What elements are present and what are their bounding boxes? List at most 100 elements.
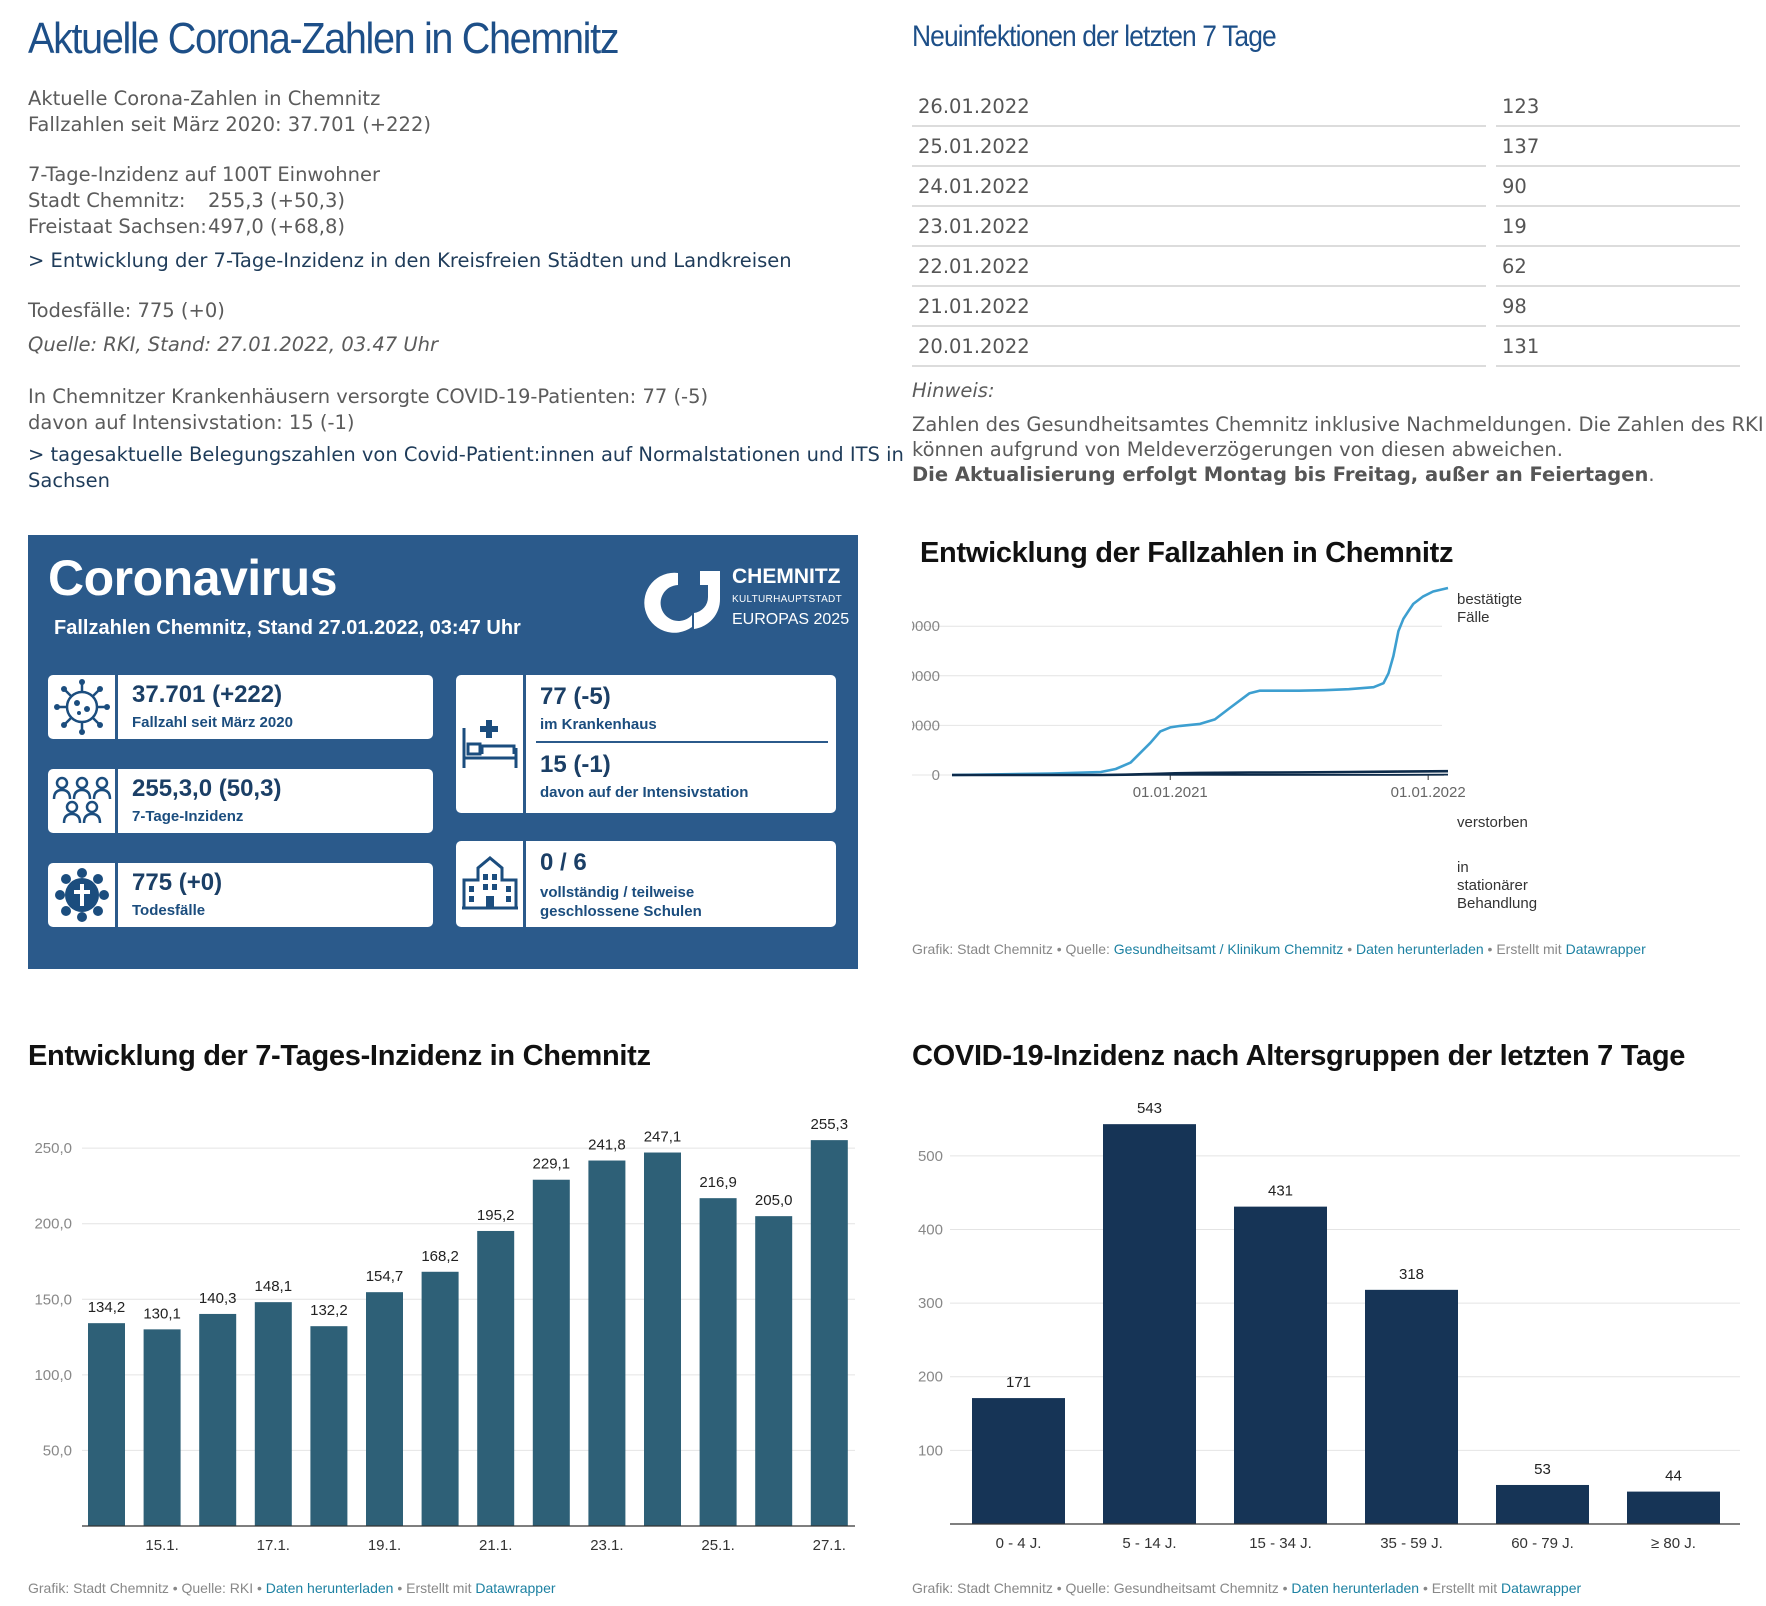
- table-row: 22.01.2022 62: [912, 247, 1740, 287]
- table-gap: [1486, 247, 1496, 287]
- footer-cases-datawrapper-link[interactable]: Datawrapper: [1565, 941, 1646, 957]
- table-cell-date: 22.01.2022: [912, 247, 1486, 287]
- chart-title-incidence: Entwicklung der 7-Tages-Inzidenz in Chem…: [28, 1040, 651, 1072]
- link-hospital-occupancy[interactable]: > tagesaktuelle Belegungszahlen von Covi…: [28, 443, 904, 466]
- logo-text-chemnitz: CHEMNITZ: [732, 565, 841, 588]
- chart-title-age: COVID-19-Inzidenz nach Altersgruppen der…: [912, 1040, 1686, 1072]
- bar: [1627, 1491, 1720, 1524]
- info-source: Quelle: RKI, Stand: 27.01.2022, 03.47 Uh…: [28, 333, 438, 356]
- deaths-value: 775 (+0): [132, 869, 223, 896]
- deaths-label: Todesfälle: [132, 902, 206, 919]
- x-tick-label: 01.01.2021: [1133, 784, 1208, 801]
- series-label: Fälle: [1457, 609, 1490, 626]
- table-gap: [1486, 87, 1496, 127]
- hospital-label: im Krankenhaus: [540, 716, 657, 733]
- schools-label-1: vollständig / teilweise: [540, 884, 695, 901]
- bar: [88, 1323, 125, 1526]
- schools-value: 0 / 6: [540, 849, 587, 876]
- x-tick-label: 60 - 79 J.: [1511, 1535, 1574, 1552]
- bar-value-label: 148,1: [255, 1278, 293, 1295]
- bar-value-label: 132,2: [310, 1302, 348, 1319]
- footer-cases-sep: •: [1343, 941, 1356, 957]
- incidence-value: 255,3,0 (50,3): [132, 775, 282, 802]
- footer-cases-text: Grafik: Stadt Chemnitz • Quelle:: [912, 941, 1114, 957]
- info-incidence-city: Stadt Chemnitz: 255,3 (+50,3): [28, 188, 345, 214]
- footer-age-datawrapper-link[interactable]: Datawrapper: [1500, 1580, 1582, 1596]
- y-tick-label: 300: [918, 1295, 943, 1312]
- bar: [1365, 1289, 1458, 1524]
- bar-value-label: 168,2: [421, 1248, 459, 1265]
- series-label: verstorben: [1457, 814, 1528, 831]
- y-tick-label: 0: [932, 767, 940, 784]
- footer-incidence-datawrapper-link[interactable]: Datawrapper: [475, 1580, 556, 1596]
- bar: [1496, 1484, 1589, 1524]
- table-cell-date: 23.01.2022: [912, 207, 1486, 247]
- footer-cases-source-link[interactable]: Gesundheitsamt / Klinikum Chemnitz: [1113, 941, 1344, 957]
- bar-value-label: 247,1: [644, 1129, 682, 1146]
- y-tick-label: 100,0: [34, 1367, 72, 1384]
- table-row: 23.01.2022 19: [912, 207, 1740, 247]
- bar: [421, 1271, 459, 1526]
- bar-value-label: 140,3: [199, 1290, 237, 1307]
- table-cell-value: 131: [1496, 327, 1740, 367]
- info-line-1: Aktuelle Corona-Zahlen in Chemnitz: [28, 87, 381, 110]
- cases-value: 37.701 (+222): [132, 681, 283, 708]
- hospital-bed-icon: [456, 675, 526, 813]
- table-row: 25.01.2022 137: [912, 127, 1740, 167]
- age-bar-chart: 500 400 300 200 100 171 0 - 4 J. 543 5 - 14 J. 43…: [918, 1100, 1740, 1552]
- footer-cases-made-with: • Erstellt mit: [1483, 941, 1566, 957]
- x-tick-label: 15.1.: [145, 1537, 178, 1554]
- footer-cases: Grafik: Stadt Chemnitz • Quelle: Gesundh…: [912, 941, 1646, 957]
- series-label: Behandlung: [1457, 895, 1537, 912]
- info-case-total: Fallzahlen seit März 2020: 37.701 (+222): [28, 113, 431, 136]
- school-icon: [456, 841, 526, 927]
- y-tick-label: 250,0: [34, 1140, 72, 1157]
- footer-age-download-link[interactable]: Daten herunterladen: [1291, 1580, 1420, 1596]
- infographic-subtitle: Fallzahlen Chemnitz, Stand 27.01.2022, 0…: [54, 617, 521, 639]
- state-value: 497,0 (+68,8): [208, 215, 345, 238]
- series-label: bestätigte: [1457, 591, 1522, 608]
- table-cell-date: 26.01.2022: [912, 87, 1486, 127]
- schools-label-2: geschlossene Schulen: [540, 903, 702, 920]
- y-tick-label: 20000: [912, 668, 940, 685]
- x-tick-label: 5 - 14 J.: [1122, 1535, 1176, 1552]
- bar-value-label: 53: [1534, 1461, 1551, 1478]
- bar: [366, 1292, 403, 1526]
- info-icu: davon auf Intensivstation: 15 (-1): [28, 411, 355, 434]
- link-hospital-occupancy-cont[interactable]: Sachsen: [28, 469, 110, 492]
- table-cell-value: 137: [1496, 127, 1740, 167]
- table-cell-value: 90: [1496, 167, 1740, 207]
- city-value: 255,3 (+50,3): [208, 189, 345, 212]
- footer-cases-download-link[interactable]: Daten herunterladen: [1356, 941, 1484, 957]
- series-label: stationärer: [1457, 877, 1528, 894]
- footer-incidence-download-link[interactable]: Daten herunterladen: [265, 1580, 394, 1596]
- y-tick-label: 50,0: [43, 1442, 72, 1459]
- info-hospital: In Chemnitzer Krankenhäusern versorgte C…: [28, 385, 709, 408]
- bar: [644, 1152, 681, 1526]
- table-row: 20.01.2022 131: [912, 327, 1740, 367]
- table-gap: [1486, 127, 1496, 167]
- x-tick-label: 19.1.: [368, 1537, 401, 1554]
- series-line: [951, 586, 1449, 777]
- bar-value-label: 229,1: [533, 1156, 571, 1173]
- bar: [310, 1326, 348, 1526]
- icu-value: 15 (-1): [540, 751, 611, 778]
- table-gap: [1486, 287, 1496, 327]
- info-incidence-heading: 7-Tage-Inzidenz auf 100T Einwohner: [28, 163, 381, 186]
- incidence-label: 7-Tage-Inzidenz: [132, 808, 244, 825]
- cases-line-chart: 30000 20000 10000 0 01.01.2021 01.01.2022 best…: [912, 586, 1537, 912]
- logo-text-europas: EUROPAS 2025: [732, 611, 850, 628]
- table-gap: [1486, 167, 1496, 207]
- people-group-icon: [48, 769, 118, 833]
- y-tick-label: 10000: [912, 717, 940, 734]
- coronavirus-infographic: Coronavirus Fallzahlen Chemnitz, Stand 2…: [28, 535, 858, 969]
- virus-icon: [48, 675, 118, 739]
- bar: [199, 1313, 237, 1526]
- link-incidence-districts[interactable]: > Entwicklung der 7-Tage-Inzidenz in den…: [28, 249, 792, 272]
- table-cell-value: 62: [1496, 247, 1740, 287]
- x-tick-label: 35 - 59 J.: [1380, 1535, 1443, 1552]
- y-tick-label: 30000: [912, 618, 940, 635]
- x-tick-label: 21.1.: [479, 1537, 512, 1554]
- bar-value-label: 154,7: [366, 1268, 404, 1285]
- x-tick-label: 15 - 34 J.: [1249, 1535, 1312, 1552]
